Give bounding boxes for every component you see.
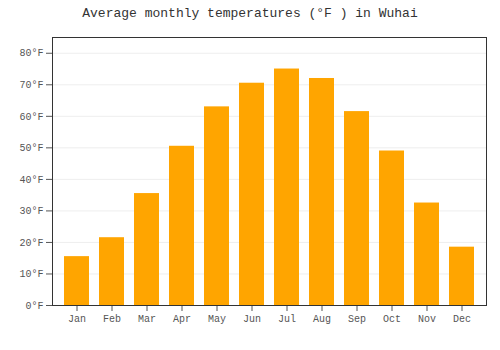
svg-text:50°F: 50°F: [19, 143, 43, 154]
svg-text:0°F: 0°F: [25, 301, 43, 312]
svg-text:Aug: Aug: [313, 314, 331, 325]
svg-text:30°F: 30°F: [19, 206, 43, 217]
svg-text:Feb: Feb: [103, 314, 121, 325]
svg-text:Nov: Nov: [418, 314, 436, 325]
svg-text:10°F: 10°F: [19, 269, 43, 280]
svg-text:Apr: Apr: [173, 314, 191, 325]
svg-text:60°F: 60°F: [19, 112, 43, 123]
html-text:Average monthly temperatures (: Average monthly temperatures (°F ) in Wu…: [82, 6, 418, 21]
svg-text:20°F: 20°F: [19, 238, 43, 249]
svg-text:Oct: Oct: [383, 314, 401, 325]
svg-text:Dec: Dec: [453, 314, 471, 325]
svg-text:Jan: Jan: [68, 314, 86, 325]
svg-text:Jul: Jul: [278, 314, 296, 325]
svg-text:80°F: 80°F: [19, 48, 43, 59]
svg-text:40°F: 40°F: [19, 175, 43, 186]
svg-text:70°F: 70°F: [19, 80, 43, 91]
svg-text:May: May: [208, 314, 226, 325]
svg-text:Sep: Sep: [348, 314, 366, 325]
svg-text:Jun: Jun: [243, 314, 261, 325]
svg-text:Mar: Mar: [138, 314, 156, 325]
